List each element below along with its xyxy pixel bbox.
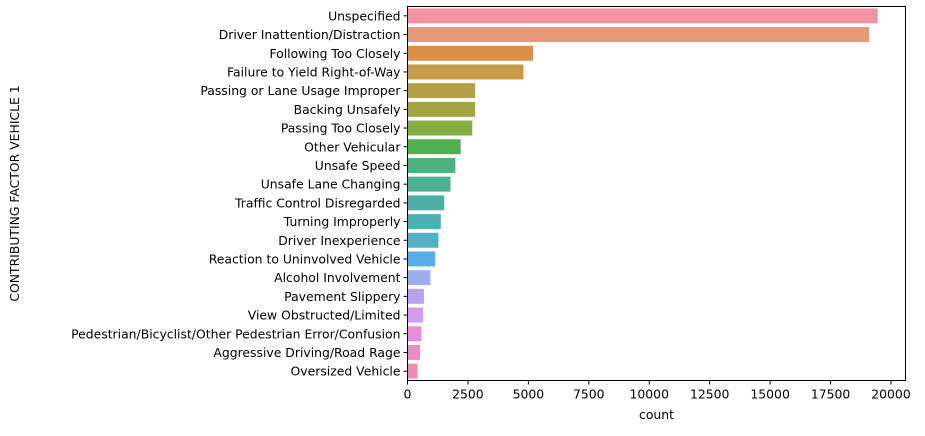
bar <box>407 101 476 117</box>
bar <box>407 157 456 173</box>
x-tick-label: 5000 <box>513 387 545 402</box>
bar <box>407 232 439 248</box>
bar <box>407 176 451 192</box>
y-tick-labels: Unspecified Driver Inattention/Distractio… <box>71 8 408 379</box>
y-tick-label: Failure to Yield Right-of-Way <box>227 64 400 79</box>
x-tick-labels: 0 2500 5000 7500 10000 12500 15000 17500 20000 <box>404 380 911 402</box>
y-tick-label: Reaction to Uninvolved Vehicle <box>209 251 401 266</box>
y-axis-label: CONTRIBUTING FACTOR VEHICLE 1 <box>7 85 22 301</box>
x-axis-label: count <box>639 407 674 422</box>
y-tick-label: Unsafe Speed <box>315 158 401 173</box>
bar <box>407 307 424 323</box>
y-tick-label: Turning Improperly <box>283 214 401 229</box>
y-tick-label: Aggressive Driving/Road Rage <box>213 345 400 360</box>
bar <box>407 195 445 211</box>
bar <box>407 120 473 136</box>
y-tick-label: Unspecified <box>328 8 400 23</box>
bar <box>407 139 461 155</box>
x-tick-label: 15000 <box>750 387 790 402</box>
y-tick-label: Driver Inexperience <box>278 233 400 248</box>
bar <box>407 363 418 379</box>
y-tick-label: Passing Too Closely <box>281 121 401 136</box>
bar <box>407 251 436 267</box>
bar <box>407 326 422 342</box>
x-tick-label: 7500 <box>573 387 605 402</box>
bar <box>407 83 476 99</box>
bar <box>407 214 441 230</box>
bar <box>407 288 424 304</box>
y-tick-label: Unsafe Lane Changing <box>261 177 401 192</box>
y-tick-label: Oversized Vehicle <box>291 364 401 379</box>
y-tick-label: Passing or Lane Usage Improper <box>200 83 401 98</box>
plot-frame <box>407 6 906 381</box>
x-tick-label: 2500 <box>452 387 484 402</box>
bar <box>407 344 421 360</box>
bar <box>407 27 870 43</box>
y-tick-label: Driver Inattention/Distraction <box>219 27 401 42</box>
x-tick-label: 0 <box>404 387 412 402</box>
y-tick-label: Traffic Control Disregarded <box>234 195 400 210</box>
bar <box>407 64 524 80</box>
bar <box>407 45 534 61</box>
x-tick-label: 17500 <box>811 387 851 402</box>
x-tick-label: 20000 <box>871 387 911 402</box>
x-tick-label: 10000 <box>630 387 670 402</box>
bars <box>407 8 878 379</box>
y-tick-label: Pavement Slippery <box>284 289 400 304</box>
bar <box>407 270 431 286</box>
x-tick-label: 12500 <box>690 387 730 402</box>
y-tick-label: Pedestrian/Bicyclist/Other Pedestrian Er… <box>71 326 400 341</box>
y-tick-label: Backing Unsafely <box>294 102 401 117</box>
bar <box>407 8 878 24</box>
y-tick-label: Following Too Closely <box>269 46 400 61</box>
y-tick-label: Other Vehicular <box>304 139 401 154</box>
y-tick-label: Alcohol Involvement <box>274 270 400 285</box>
y-tick-label: View Obstructed/Limited <box>248 308 401 323</box>
